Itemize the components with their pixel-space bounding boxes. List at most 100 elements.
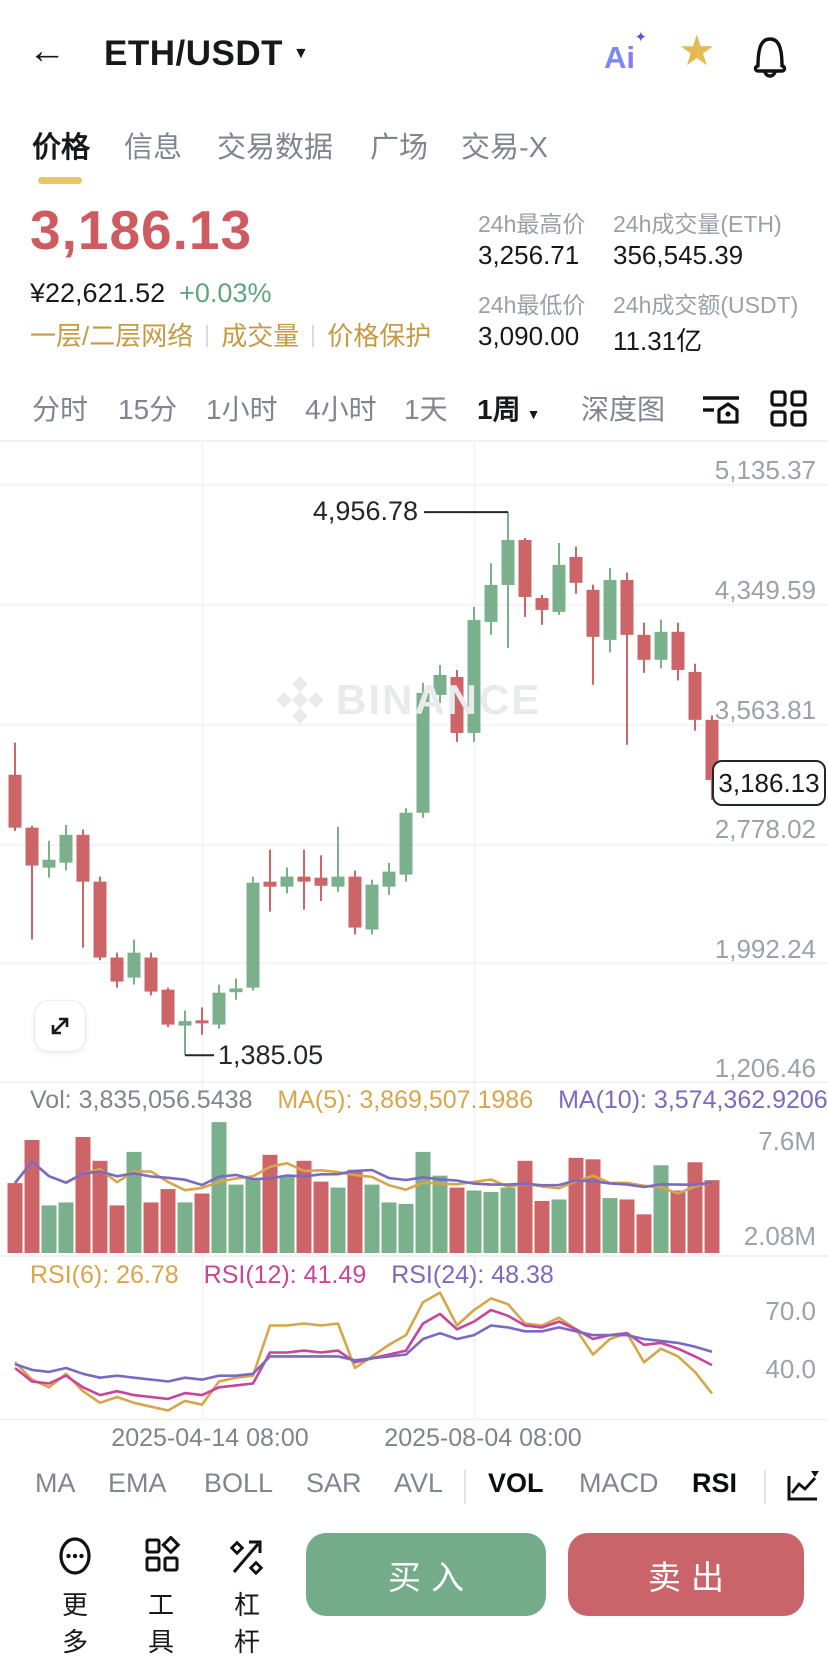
grid-icon [770, 390, 807, 427]
pair-selector[interactable]: ETH/USDT ▼ [104, 34, 309, 74]
indicator-sar[interactable]: SAR [306, 1468, 362, 1498]
chevron-down-icon: ▼ [526, 406, 541, 422]
ai-icon: A [604, 40, 627, 75]
leverage-label: 杠杆 [233, 1590, 260, 1657]
binance-watermark: BINANCE [276, 676, 541, 724]
low-annotation: 1,385.05 [218, 1040, 324, 1070]
layout-grid-button[interactable] [770, 390, 808, 433]
star-icon: ★ [678, 27, 716, 74]
tf-1w[interactable]: 1周 ▼ [477, 388, 540, 428]
stat-turnover-label: 24h成交额(USDT) [613, 292, 799, 318]
tag-volume[interactable]: 成交量 [221, 321, 300, 351]
vol-ma5-value: MA(5): 3,869,507.1986 [277, 1086, 534, 1114]
buy-button[interactable]: 买入 [306, 1533, 546, 1616]
page-title: ETH/USDT [104, 34, 283, 73]
rsi24-value: RSI(24): 48.38 [391, 1261, 554, 1289]
x-axis-label: 2025-08-04 08:00 [384, 1424, 582, 1452]
stat-high-label: 24h最高价 [478, 211, 586, 237]
tab-trade-x[interactable]: 交易-X [461, 132, 549, 164]
rsi-header: RSI(6): 26.78 RSI(12): 41.49 RSI(24): 48… [30, 1261, 554, 1290]
indicator-boll[interactable]: BOLL [204, 1468, 274, 1498]
y-axis-label: 1,992.24 [714, 934, 816, 964]
current-price-badge[interactable]: 3,186.13 [712, 760, 826, 806]
divider [764, 1470, 766, 1504]
stat-low-value: 3,090.00 [478, 321, 580, 351]
binance-logo-icon [276, 676, 324, 724]
tf-15m[interactable]: 15分 [118, 394, 178, 425]
stat-low-label: 24h最低价 [478, 292, 586, 318]
tab-square[interactable]: 广场 [370, 132, 429, 164]
tag-separator [312, 325, 315, 347]
tags-row: 一层/二层网络 成交量 价格保护 [30, 316, 431, 353]
current-price-value: 3,186.13 [718, 767, 820, 798]
x-axis-label: 2025-04-14 08:00 [111, 1424, 309, 1452]
tag-separator [206, 325, 209, 347]
sparkle-icon: ✦ [634, 29, 648, 46]
tag-network[interactable]: 一层/二层网络 [30, 321, 194, 351]
tag-price-protection[interactable]: 价格保护 [327, 321, 432, 351]
tf-depth[interactable]: 深度图 [581, 394, 666, 425]
vol-ma10-value: MA(10): 3,574,362.9206 [558, 1086, 828, 1114]
indicator-macd[interactable]: MACD [579, 1468, 659, 1498]
indicator-avl[interactable]: AVL [394, 1468, 444, 1498]
volume-header: Vol: 3,835,056.5438 MA(5): 3,869,507.198… [30, 1086, 828, 1115]
line-chart-icon [787, 1471, 819, 1501]
favorite-button[interactable]: ★ [678, 30, 716, 72]
y-axis-label: 3,563.81 [714, 695, 816, 725]
chart-style-button[interactable] [786, 1468, 820, 1509]
expand-icon [51, 1017, 69, 1035]
back-arrow-icon: ← [28, 30, 66, 72]
rsi-axis-label: 40.0 [765, 1354, 816, 1384]
tools-button[interactable]: 工具 [138, 1535, 184, 1657]
tab-price[interactable]: 价格 [32, 132, 91, 164]
rsi6-value: RSI(6): 26.78 [30, 1261, 179, 1289]
y-axis-label: 2,778.02 [714, 814, 816, 844]
tf-1h[interactable]: 1小时 [206, 394, 278, 425]
ai-button[interactable]: Ai ✦ [604, 29, 647, 76]
tf-1w-label: 1周 [477, 394, 521, 425]
divider [464, 1470, 466, 1504]
timeframe-row: 分时 15分 1小时 4小时 1天 1周 ▼ 深度图 [0, 388, 828, 432]
indicator-ema[interactable]: EMA [108, 1468, 167, 1498]
y-axis-label: 4,349.59 [714, 575, 816, 605]
y-axis-label: 1,206.46 [714, 1053, 816, 1083]
indicator-ma[interactable]: MA [35, 1468, 76, 1498]
indicator-rsi[interactable]: RSI [692, 1468, 738, 1498]
more-button[interactable]: 更多 [52, 1536, 98, 1657]
leverage-icon [229, 1540, 264, 1576]
sell-button[interactable]: 卖出 [568, 1533, 804, 1616]
indicator-settings-button[interactable] [700, 390, 742, 435]
tab-info[interactable]: 信息 [124, 132, 183, 164]
fiat-row: ¥22,621.52 +0.03% [30, 278, 271, 309]
y-axis-label: 5,135.37 [714, 455, 816, 485]
tab-trade-data[interactable]: 交易数据 [217, 132, 334, 164]
volume-axis-label: 2.08M [743, 1221, 816, 1251]
tf-1d[interactable]: 1天 [404, 394, 448, 425]
ai-icon-i: i [626, 40, 636, 75]
stat-turnover-value: 11.31亿 [613, 326, 703, 356]
fiat-price: ¥22,621.52 [30, 278, 166, 308]
back-button[interactable]: ← [28, 30, 66, 73]
indicator-settings-icon [703, 396, 739, 424]
vol-value: Vol: 3,835,056.5438 [30, 1086, 253, 1114]
rsi12-value: RSI(12): 41.49 [203, 1261, 367, 1289]
tools-label: 工具 [147, 1590, 174, 1657]
last-price: 3,186.13 [30, 199, 253, 261]
tf-4h[interactable]: 4小时 [305, 394, 377, 425]
tf-time[interactable]: 分时 [32, 394, 89, 425]
stat-volume-value: 356,545.39 [613, 240, 744, 270]
volume-axis-label: 7.6M [758, 1126, 816, 1156]
price-change: +0.03% [179, 278, 272, 308]
indicator-tabs: MA EMA BOLL SAR AVL VOL MACD RSI [0, 1468, 828, 1512]
alert-button[interactable] [748, 32, 792, 85]
bell-icon [753, 37, 787, 78]
fullscreen-button[interactable] [34, 1000, 86, 1052]
indicator-vol[interactable]: VOL [488, 1468, 544, 1498]
top-tabs: 价格 信息 交易数据 广场 交易-X [0, 124, 828, 184]
more-icon [59, 1537, 91, 1575]
stat-high-value: 3,256.71 [478, 240, 580, 270]
leverage-button[interactable]: 杠杆 [224, 1536, 270, 1657]
more-label: 更多 [61, 1590, 88, 1657]
candlestick-chart[interactable] [0, 420, 828, 1420]
